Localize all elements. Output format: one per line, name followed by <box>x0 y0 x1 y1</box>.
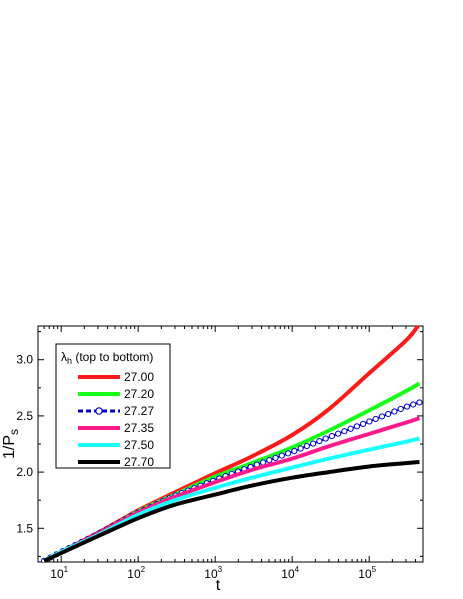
x-tick-label: 103 <box>204 565 222 581</box>
legend: λh (top to bottom) 27.0027.2027.2727.352… <box>55 343 171 469</box>
series-point-27.27 <box>347 425 354 432</box>
series-point-27.27 <box>316 437 323 445</box>
legend-label-27.70: 27.70 <box>124 455 154 469</box>
series-point-27.27 <box>328 432 335 440</box>
legend-label-27.35: 27.35 <box>124 421 154 435</box>
series-point-27.27 <box>266 457 273 464</box>
legend-box <box>55 343 171 469</box>
series-point-27.27 <box>385 410 392 418</box>
series-point-27.27 <box>322 435 329 442</box>
y-tick-label: 3.0 <box>16 353 33 367</box>
legend-title: λh (top to bottom) <box>61 350 153 366</box>
x-tick-label: 102 <box>127 565 145 581</box>
series-point-27.27 <box>360 420 367 427</box>
series-point-27.27 <box>410 401 417 408</box>
series-point-27.27 <box>272 454 279 461</box>
series-point-27.27 <box>335 430 342 437</box>
series-point-27.27 <box>353 423 361 430</box>
y-tick-label: 2.0 <box>16 465 33 479</box>
x-tick-labels: 101 102 103 104 105 <box>50 565 376 581</box>
legend-label-27.50: 27.50 <box>124 438 154 452</box>
series-point-27.27 <box>366 418 373 425</box>
legend-label-27.00: 27.00 <box>124 370 154 384</box>
series-point-27.27 <box>378 413 386 420</box>
y-tick-label: 1.5 <box>16 521 33 535</box>
legend-entries: 27.00 27.20 27.27 27.35 27.50 27.70 <box>78 370 154 469</box>
series-point-27.27 <box>341 428 348 435</box>
series-point-27.27 <box>303 442 310 450</box>
y-tick-label: 2.5 <box>16 409 33 423</box>
series-point-27.27 <box>403 403 411 410</box>
x-tick-label: 105 <box>358 565 376 581</box>
series-point-27.27 <box>291 447 298 455</box>
y-tick-labels: 1.5 2.0 2.5 3.0 <box>16 353 33 536</box>
series-point-27.27 <box>372 415 379 423</box>
y-axis-title-sub: s <box>7 429 21 435</box>
legend-title-rest: (top to bottom) <box>72 350 153 364</box>
legend-title-sub: h <box>67 356 72 366</box>
y-axis-title-main: 1/P <box>1 435 18 459</box>
x-tick-label: 104 <box>281 565 299 581</box>
legend-title-symbol: λ <box>61 350 67 364</box>
series-point-27.27 <box>391 408 398 415</box>
x-tick-label: 101 <box>50 565 68 581</box>
legend-label-27.20: 27.20 <box>124 387 154 401</box>
series-point-27.27 <box>297 445 304 452</box>
series-point-27.27 <box>397 405 404 413</box>
axis-ticks <box>37 326 424 562</box>
series-point-27.27 <box>284 450 292 457</box>
series-line-27.70 <box>43 459 420 562</box>
y-axis-title: 1/Ps <box>1 429 21 459</box>
x-axis-title: t <box>216 577 221 594</box>
series-layer <box>40 326 423 562</box>
series-point-27.27 <box>310 440 317 447</box>
legend-label-27.27: 27.27 <box>124 404 154 418</box>
series-point-27.27 <box>416 399 423 406</box>
series-point-27.27 <box>278 452 285 459</box>
legend-marker-27.27 <box>95 407 103 415</box>
